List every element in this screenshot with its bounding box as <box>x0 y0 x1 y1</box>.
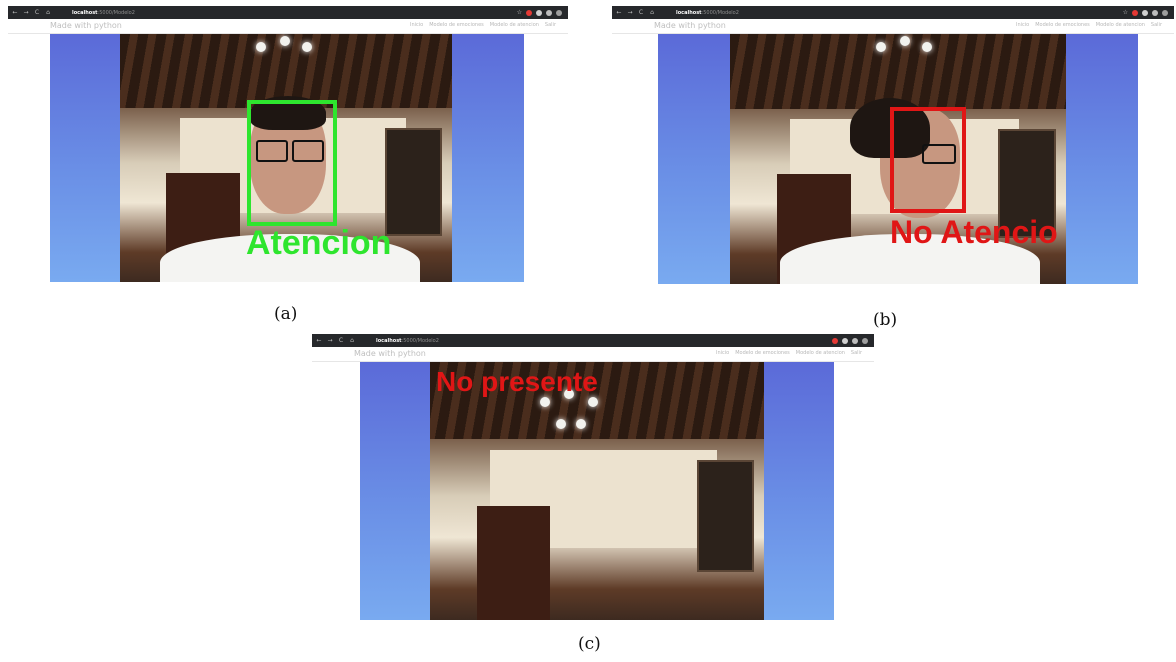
site-navbar: Made with python Inicio Modelo de emocio… <box>312 347 874 362</box>
reload-icon[interactable]: C <box>34 9 40 16</box>
face-detection-box <box>890 107 966 213</box>
caption-c: (c) <box>578 634 601 654</box>
url-path: :5000/Modelo2 <box>401 337 439 344</box>
url-path: :5000/Modelo2 <box>97 9 135 16</box>
extensions-area: ☆ <box>517 9 568 16</box>
extension-icon[interactable] <box>1132 9 1138 16</box>
back-icon[interactable]: ← <box>316 337 322 344</box>
home-icon[interactable]: ⌂ <box>350 337 354 344</box>
site-brand[interactable]: Made with python <box>354 349 426 358</box>
menu-item-atencion[interactable]: Modelo de atencion <box>489 22 539 28</box>
url-host: localhost <box>376 337 402 344</box>
extension-icon[interactable] <box>526 9 532 16</box>
extension-icon[interactable] <box>556 9 562 16</box>
person <box>780 84 1040 284</box>
attention-label: No Atencio <box>890 214 1058 250</box>
extension-icon[interactable] <box>1162 9 1168 16</box>
person <box>160 84 420 282</box>
attention-label: No presente <box>436 366 598 397</box>
menu-item-inicio[interactable]: Inicio <box>1015 22 1030 28</box>
site-brand[interactable]: Made with python <box>654 21 726 30</box>
screenshot-panel-c: ← → C ⌂ localhost:5000/Modelo2 Made with… <box>312 334 874 626</box>
wall-painting <box>696 460 754 573</box>
star-icon[interactable]: ☆ <box>1122 9 1128 16</box>
extension-icon[interactable] <box>536 9 542 16</box>
extension-icon[interactable] <box>852 337 858 344</box>
menu-item-inicio[interactable]: Inicio <box>409 22 424 28</box>
door <box>476 506 551 620</box>
url-host: localhost <box>72 9 98 16</box>
chandelier <box>858 34 932 99</box>
address-bar[interactable]: localhost:5000/Modelo2 <box>72 10 135 16</box>
address-bar[interactable]: localhost:5000/Modelo2 <box>376 338 439 344</box>
screenshot-panel-b: ← → C ⌂ localhost:5000/Modelo2 ☆ Made wi… <box>612 6 1174 290</box>
extension-icon[interactable] <box>862 337 868 344</box>
home-icon[interactable]: ⌂ <box>650 9 654 16</box>
ceiling <box>120 34 452 109</box>
menu-item-emociones[interactable]: Modelo de emociones <box>1035 22 1090 28</box>
home-icon[interactable]: ⌂ <box>46 9 50 16</box>
site-navbar: Made with python Inicio Modelo de emocio… <box>8 19 568 34</box>
webcam-feed: Atencion <box>120 34 452 282</box>
wall-painting <box>384 128 443 237</box>
browser-toolbar: ← → C ⌂ localhost:5000/Modelo2 ☆ <box>612 6 1174 19</box>
forward-icon[interactable]: → <box>23 9 29 16</box>
extensions-area <box>832 337 874 344</box>
webcam-feed: No presente <box>430 362 764 620</box>
face-detection-box <box>247 100 337 226</box>
screenshot-panel-a: ← → C ⌂ localhost:5000/Modelo2 ☆ Made wi… <box>8 6 568 290</box>
menu-item-emociones[interactable]: Modelo de emociones <box>735 350 790 356</box>
extension-icon[interactable] <box>842 337 848 344</box>
wall-painting <box>998 129 1056 238</box>
site-menu: Inicio Modelo de emociones Modelo de ate… <box>716 350 862 356</box>
browser-toolbar: ← → C ⌂ localhost:5000/Modelo2 ☆ <box>8 6 568 19</box>
attention-label: Atencion <box>246 224 392 262</box>
extensions-area: ☆ <box>1123 9 1174 16</box>
menu-item-salir[interactable]: Salir <box>850 350 862 356</box>
address-bar[interactable]: localhost:5000/Modelo2 <box>676 10 739 16</box>
ceiling <box>730 34 1066 109</box>
site-menu: Inicio Modelo de emociones Modelo de ate… <box>410 22 556 28</box>
caption-b: (b) <box>873 310 898 330</box>
url-path: :5000/Modelo2 <box>701 9 739 16</box>
forward-icon[interactable]: → <box>627 9 633 16</box>
site-menu: Inicio Modelo de emociones Modelo de ate… <box>1016 22 1162 28</box>
extension-icon[interactable] <box>1152 9 1158 16</box>
forward-icon[interactable]: → <box>327 337 333 344</box>
video-stage: No Atencio <box>658 34 1138 284</box>
reload-icon[interactable]: C <box>338 337 344 344</box>
webcam-feed: No Atencio <box>730 34 1066 284</box>
caption-a: (a) <box>274 304 298 324</box>
menu-item-salir[interactable]: Salir <box>544 22 556 28</box>
site-navbar: Made with python Inicio Modelo de emocio… <box>612 19 1174 34</box>
reload-icon[interactable]: C <box>638 9 644 16</box>
extension-icon[interactable] <box>546 9 552 16</box>
url-host: localhost <box>676 9 702 16</box>
extension-icon[interactable] <box>832 337 838 344</box>
menu-item-salir[interactable]: Salir <box>1150 22 1162 28</box>
back-icon[interactable]: ← <box>12 9 18 16</box>
menu-item-atencion[interactable]: Modelo de atencion <box>1095 22 1145 28</box>
star-icon[interactable]: ☆ <box>516 9 522 16</box>
chandelier <box>530 383 603 450</box>
menu-item-emociones[interactable]: Modelo de emociones <box>429 22 484 28</box>
browser-toolbar: ← → C ⌂ localhost:5000/Modelo2 <box>312 334 874 347</box>
menu-item-atencion[interactable]: Modelo de atencion <box>795 350 845 356</box>
video-stage: Atencion <box>50 34 524 282</box>
extension-icon[interactable] <box>1142 9 1148 16</box>
back-icon[interactable]: ← <box>616 9 622 16</box>
chandelier <box>246 34 319 98</box>
video-stage: No presente <box>360 362 834 620</box>
menu-item-inicio[interactable]: Inicio <box>715 350 730 356</box>
site-brand[interactable]: Made with python <box>50 21 122 30</box>
